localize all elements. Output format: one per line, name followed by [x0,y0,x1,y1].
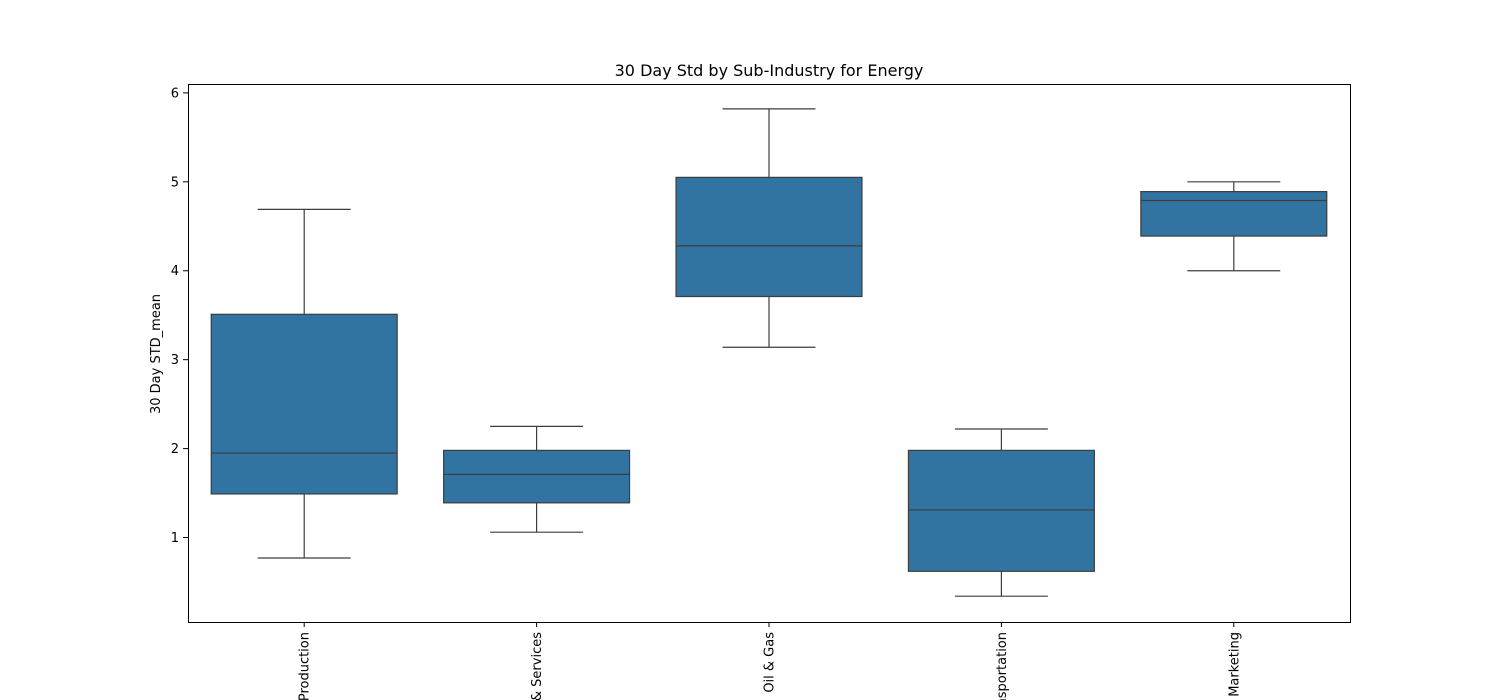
y-tick-label: 3 [171,353,179,368]
x-tick-label: Production [298,632,313,700]
x-ticks-layer: Production & Services Oil & Gas Transportat… [298,622,1242,700]
y-tick-label: 2 [171,442,179,457]
x-tick-label: Transportation [995,632,1010,700]
y-tick-label: 1 [171,531,179,546]
chart-title: 30 Day Std by Sub-Industry for Energy [615,61,924,80]
box-group [210,208,398,559]
boxes-layer [210,108,1328,597]
y-tick-label: 4 [171,264,179,279]
box-iqr [675,176,863,298]
box-iqr [1140,191,1328,237]
box-group [907,428,1095,597]
y-ticks-layer: 1 2 3 4 5 6 [171,86,188,546]
box-iqr [907,449,1095,572]
y-tick-label: 5 [171,175,179,190]
box-group [1140,181,1328,272]
box-group [443,425,631,533]
x-tick-label: Marketing [1227,632,1242,697]
plot-frame [188,84,1351,623]
x-tick-label: Oil & Gas [763,632,778,693]
x-tick-label: & Services [530,632,545,700]
box-group [675,108,863,348]
y-tick-label: 6 [171,86,179,101]
box-iqr [443,449,631,504]
y-axis-label: 30 Day STD_mean [149,294,164,414]
box-iqr [210,313,398,495]
